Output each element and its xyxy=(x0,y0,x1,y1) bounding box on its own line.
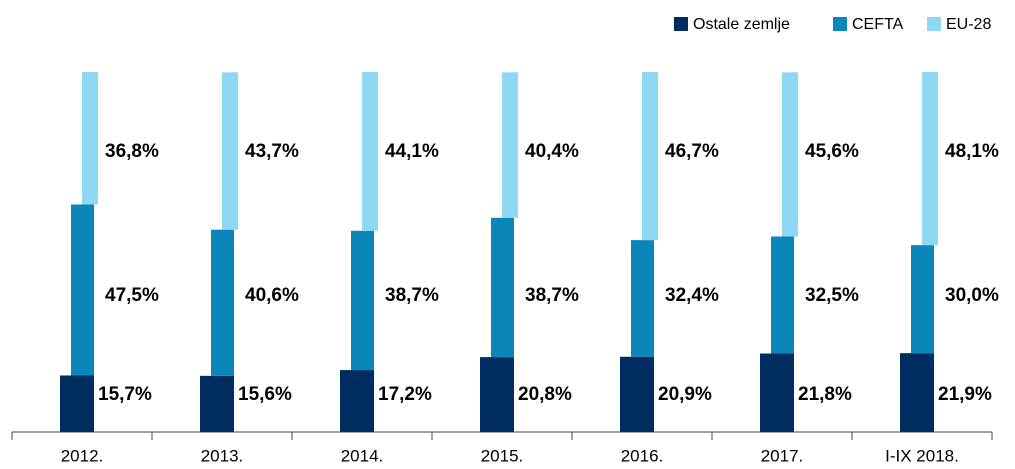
bar-segment xyxy=(782,72,798,237)
data-label: 20,8% xyxy=(518,384,572,405)
bar-segment xyxy=(922,72,938,246)
bar-segment xyxy=(222,72,238,230)
x-tick-label: 2017. xyxy=(761,446,804,465)
bar-segment xyxy=(362,72,378,231)
data-label: 21,8% xyxy=(798,384,852,405)
legend-swatch xyxy=(927,17,941,31)
data-label: 21,9% xyxy=(938,384,992,405)
legend-swatch xyxy=(833,17,847,31)
bar-segment xyxy=(60,375,94,432)
bar-segment xyxy=(771,236,794,354)
data-label: 44,1% xyxy=(385,141,439,162)
data-label: 20,9% xyxy=(658,384,712,405)
data-label: 40,6% xyxy=(245,285,299,306)
bar-segment xyxy=(82,72,98,205)
bar-segment xyxy=(211,229,234,376)
data-label: 15,6% xyxy=(238,384,292,405)
bar-segment xyxy=(631,240,654,357)
x-tick-label: 2014. xyxy=(341,446,384,465)
data-label: 38,7% xyxy=(525,285,579,306)
data-label: 48,1% xyxy=(945,141,999,162)
x-tick-label: 2012. xyxy=(61,446,104,465)
bar-segment xyxy=(340,370,374,432)
bar-segment xyxy=(71,204,94,376)
data-label: 38,7% xyxy=(385,285,439,306)
bar-segment xyxy=(502,72,518,218)
legend-label: EU-28 xyxy=(946,16,991,33)
bar-segment xyxy=(642,72,658,241)
bar-segment xyxy=(900,353,934,432)
data-label: 46,7% xyxy=(665,141,719,162)
data-label: 43,7% xyxy=(245,141,299,162)
data-label: 40,4% xyxy=(525,141,579,162)
data-label: 32,4% xyxy=(665,285,719,306)
data-label: 17,2% xyxy=(378,384,432,405)
bar-segment xyxy=(200,375,234,432)
bar-segment xyxy=(480,357,514,432)
data-label: 45,6% xyxy=(805,141,859,162)
data-label: 47,5% xyxy=(105,285,159,306)
data-label: 36,8% xyxy=(105,141,159,162)
bar-segment xyxy=(491,217,514,358)
bar-segment xyxy=(620,356,654,432)
data-label: 32,5% xyxy=(805,285,859,306)
bar-segment xyxy=(760,353,794,432)
x-tick-label: 2015. xyxy=(481,446,524,465)
legend-label: Ostale zemlje xyxy=(693,16,790,33)
legend-swatch xyxy=(674,17,688,31)
x-tick-label: 2013. xyxy=(201,446,244,465)
x-tick-label: I-IX 2018. xyxy=(885,446,959,465)
legend-label: CEFTA xyxy=(852,16,904,33)
data-label: 15,7% xyxy=(98,384,152,405)
bar-segment xyxy=(351,230,374,371)
data-label: 30,0% xyxy=(945,285,999,306)
x-tick-label: 2016. xyxy=(621,446,664,465)
bar-segment xyxy=(911,245,934,354)
